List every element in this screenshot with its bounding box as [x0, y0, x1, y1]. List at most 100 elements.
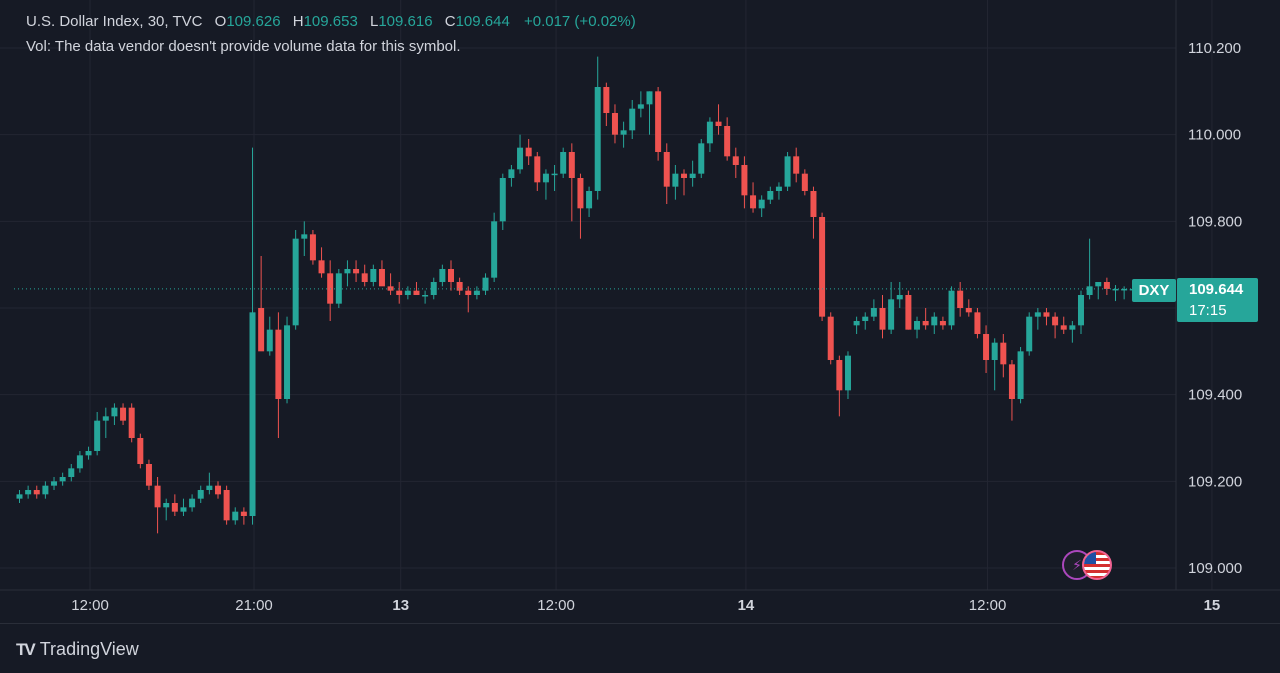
candle — [275, 312, 282, 438]
high-label: H — [292, 13, 304, 30]
candle-body — [266, 329, 273, 352]
candle-body — [603, 87, 610, 113]
candle-body — [844, 355, 851, 391]
candle-body — [456, 282, 463, 291]
candle — [145, 459, 152, 490]
candle-body — [1112, 288, 1119, 291]
candle — [637, 91, 644, 118]
candle — [171, 494, 178, 516]
candle — [59, 472, 66, 486]
symbol-title[interactable]: U.S. Dollar Index, 30, TVC — [26, 13, 203, 30]
candle-body — [646, 91, 653, 105]
candle — [750, 182, 757, 213]
candle-body — [482, 277, 489, 291]
open-value: 109.626 — [226, 13, 281, 30]
candle-body — [249, 312, 256, 516]
event-badges[interactable]: ⚡ — [1062, 550, 1112, 580]
candles — [16, 56, 1136, 534]
candle — [1026, 312, 1033, 356]
candle-body — [473, 290, 480, 295]
brand[interactable]: TV TradingView — [16, 639, 139, 660]
candle — [879, 295, 886, 339]
candle-body — [655, 91, 662, 152]
last-price-tag[interactable]: 109.644 17:15 — [1177, 278, 1258, 322]
candle-body — [404, 290, 411, 295]
candle — [378, 260, 385, 287]
candle-body — [102, 416, 109, 421]
candle — [353, 260, 360, 282]
candle-body — [154, 485, 161, 508]
candle — [1052, 312, 1059, 339]
candle-body — [1121, 288, 1128, 291]
low-value: 109.616 — [378, 13, 433, 30]
candle-body — [223, 490, 230, 521]
candle — [1017, 347, 1024, 404]
price-chart[interactable]: 110.200 110.000 109.800 109.400 109.200 109.0… — [0, 0, 1280, 623]
candle — [292, 230, 299, 330]
candle-body — [94, 420, 101, 451]
candle-body — [25, 490, 32, 495]
candle-body — [724, 126, 731, 157]
candle-body — [1017, 351, 1024, 399]
y-tick-label: 109.400 — [1188, 387, 1242, 404]
candle — [681, 169, 688, 196]
candle-body — [465, 290, 472, 295]
candle-body — [542, 173, 549, 183]
candle-body — [1000, 342, 1007, 365]
candle-body — [439, 269, 446, 282]
candle — [94, 412, 101, 456]
time-scale[interactable]: 12:00 21:00 13 12:00 14 12:00 15 — [71, 597, 1220, 614]
us-flag-event-icon[interactable] — [1082, 550, 1112, 580]
symbol-legend: U.S. Dollar Index, 30, TVC O109.626 H109… — [26, 13, 636, 30]
candle-body — [240, 511, 247, 516]
candle — [120, 403, 127, 425]
candle-body — [1086, 286, 1093, 295]
candle-body — [284, 325, 291, 399]
candle — [586, 186, 593, 217]
candle — [439, 264, 446, 287]
candle-body — [836, 360, 843, 391]
symbol-price-tag[interactable]: DXY — [1132, 279, 1176, 302]
candle — [629, 100, 636, 139]
candle-body — [957, 290, 964, 308]
candle-body — [206, 485, 213, 490]
low-label: L — [369, 13, 379, 30]
candle-body — [232, 511, 239, 521]
candle-body — [965, 308, 972, 313]
candle-body — [888, 299, 895, 330]
y-tick-label: 109.200 — [1188, 473, 1242, 490]
candle — [413, 282, 420, 295]
candle — [1121, 286, 1128, 300]
candle — [33, 485, 40, 499]
candle-body — [991, 342, 998, 360]
candle — [1043, 308, 1050, 326]
candle — [163, 498, 170, 521]
candle-body — [68, 468, 75, 477]
candle — [827, 312, 834, 365]
candle-body — [1077, 295, 1084, 326]
candle — [767, 186, 774, 204]
candle-body — [715, 121, 722, 126]
candle — [905, 290, 912, 330]
candle — [206, 472, 213, 495]
candle — [1112, 285, 1119, 302]
candle-body — [586, 191, 593, 209]
candle-body — [931, 316, 938, 326]
price-scale[interactable]: 110.200 110.000 109.800 109.400 109.200 109.0… — [1188, 40, 1242, 577]
candle-body — [741, 165, 748, 196]
candle — [810, 186, 817, 239]
candle-body — [681, 173, 688, 178]
candle-body — [292, 238, 299, 326]
candle-body — [1103, 282, 1110, 289]
candle-body — [51, 481, 58, 486]
candle-body — [827, 316, 834, 360]
candle-body — [577, 178, 584, 209]
candle — [499, 173, 506, 230]
candle — [965, 299, 972, 317]
candle — [1069, 321, 1076, 343]
candle — [258, 256, 265, 352]
candle — [724, 117, 731, 161]
candle-body — [85, 451, 92, 456]
candle-body — [594, 87, 601, 191]
x-tick-label: 21:00 — [235, 597, 273, 614]
